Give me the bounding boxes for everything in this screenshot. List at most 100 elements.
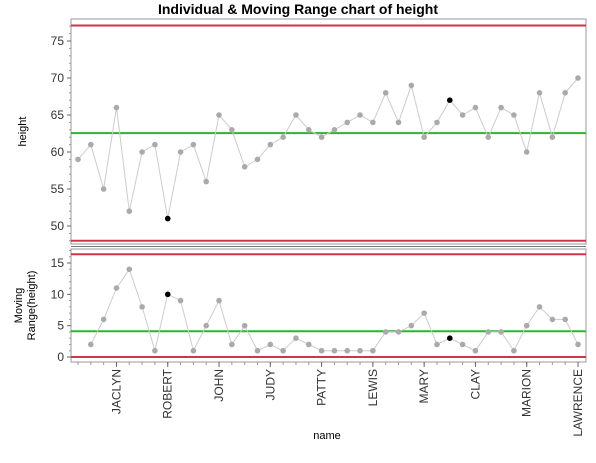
data-point (344, 347, 351, 354)
data-point (344, 119, 351, 126)
data-point (177, 297, 184, 304)
data-point (139, 304, 145, 310)
data-point (293, 112, 299, 118)
data-point (113, 285, 120, 291)
data-point (216, 112, 222, 118)
x-tick-label: JUDY (263, 369, 277, 400)
data-point (421, 310, 427, 316)
chart-title: Individual & Moving Range chart of heigh… (157, 1, 438, 17)
x-tick-label: LAWRENCE (571, 369, 585, 437)
data-point (523, 149, 530, 155)
data-point (395, 329, 402, 335)
data-point (88, 141, 94, 148)
series-line (90, 268, 579, 353)
data-point (152, 347, 158, 354)
data-point (498, 329, 504, 335)
data-point (536, 304, 543, 310)
data-point (549, 134, 556, 140)
data-point (562, 316, 568, 323)
data-point (511, 112, 517, 118)
y-tick-label: 5 (57, 319, 64, 333)
plot-frame (70, 248, 587, 363)
data-point (126, 208, 133, 214)
data-point (229, 127, 235, 133)
data-point (190, 347, 197, 354)
data-point (293, 335, 299, 342)
y-tick-label: 55 (51, 182, 65, 196)
y-tick-label: 0 (57, 350, 64, 364)
data-point (152, 141, 158, 148)
data-point (511, 347, 517, 354)
highlighted-point (446, 97, 453, 103)
x-tick-label: ROBERT (161, 368, 175, 418)
data-point (498, 104, 504, 111)
data-point (190, 141, 197, 148)
y-tick-label: 65 (51, 108, 65, 122)
data-point (421, 134, 427, 140)
data-point (203, 178, 210, 185)
data-point (408, 82, 415, 89)
data-point (241, 164, 248, 170)
data-point (485, 329, 492, 335)
data-point (523, 322, 530, 329)
x-axis-title: name (313, 430, 341, 442)
data-point (318, 134, 325, 140)
data-point (100, 316, 107, 323)
data-point (434, 341, 440, 348)
x-tick-label: PATTY (315, 369, 329, 406)
x-tick-label: LEWIS (366, 369, 380, 406)
data-point (357, 347, 363, 354)
data-point (485, 134, 492, 140)
data-point (382, 329, 389, 335)
y-axis-title: height (17, 117, 29, 147)
data-point (267, 141, 274, 148)
data-point (382, 90, 389, 96)
data-point (318, 347, 325, 354)
y-tick-label: 10 (51, 287, 65, 301)
y-axis-title: MovingRange(height) (13, 271, 38, 341)
data-point (549, 316, 556, 323)
highlighted-point (164, 215, 171, 222)
data-point (139, 149, 145, 155)
data-point (267, 341, 274, 348)
data-point (280, 134, 286, 140)
data-point (229, 341, 235, 348)
x-tick-label: MARY (417, 369, 431, 403)
data-point (472, 347, 479, 354)
data-point (575, 341, 581, 348)
data-point (408, 322, 415, 329)
data-point (88, 341, 94, 348)
series-line (77, 77, 579, 219)
data-point (100, 186, 107, 192)
data-point (459, 112, 466, 118)
data-point (331, 347, 338, 354)
data-point (370, 347, 376, 354)
x-tick-label: JOHN (212, 369, 226, 402)
x-tick-label: MARION (520, 369, 534, 417)
data-point (459, 341, 466, 348)
y-tick-label: 60 (51, 145, 65, 159)
y-tick-label: 75 (51, 34, 65, 48)
data-point (357, 112, 363, 118)
data-point (280, 347, 286, 354)
x-tick-label: JACLYN (109, 369, 123, 414)
data-point (331, 127, 338, 133)
data-point (126, 266, 133, 273)
highlighted-point (446, 335, 453, 342)
data-point (177, 149, 184, 155)
data-point (203, 322, 210, 329)
data-point (536, 90, 543, 96)
data-point (562, 90, 568, 96)
data-point (241, 322, 248, 329)
data-point (370, 119, 376, 126)
data-point (305, 127, 312, 133)
y-tick-label: 70 (51, 71, 65, 85)
data-point (395, 119, 402, 126)
data-point (472, 104, 479, 111)
highlighted-point (164, 291, 171, 298)
data-point (305, 341, 312, 348)
x-tick-label: CLAY (468, 369, 482, 399)
data-point (254, 156, 261, 163)
data-point (75, 156, 81, 163)
